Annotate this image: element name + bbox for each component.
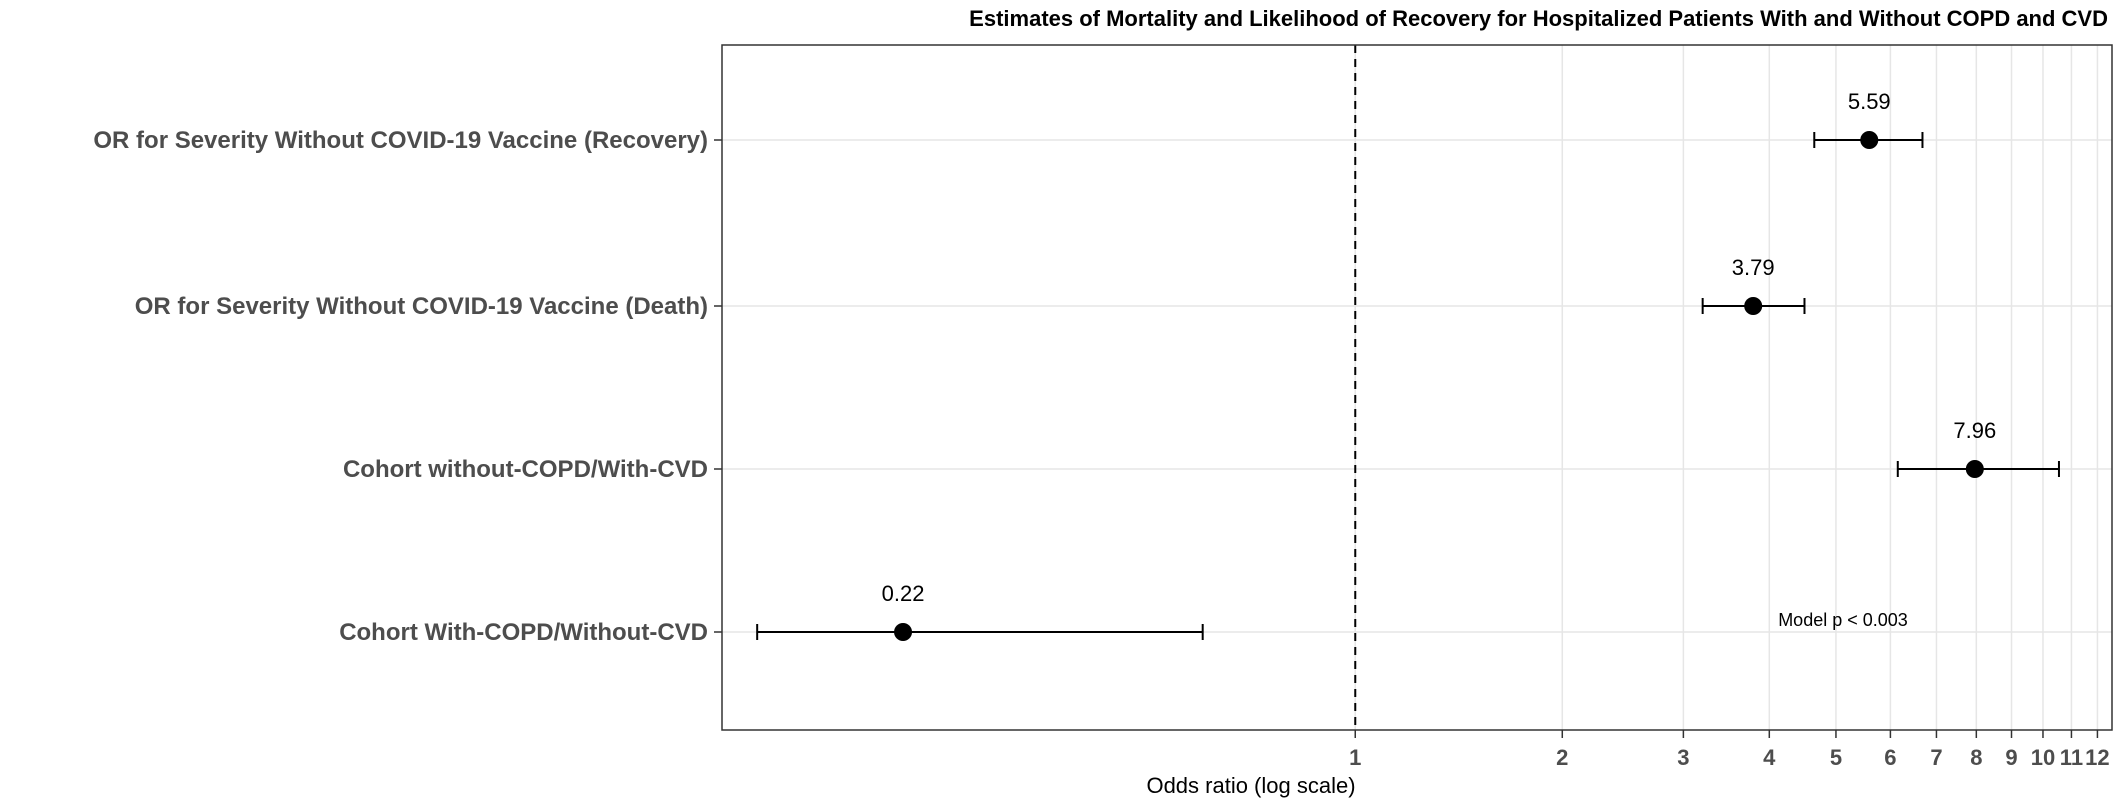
x-tick-label: 3	[1677, 745, 1689, 770]
category-label: OR for Severity Without COVID-19 Vaccine…	[135, 293, 708, 320]
estimate-point	[1860, 131, 1879, 149]
category-label: Cohort With-COPD/Without-CVD	[339, 619, 708, 646]
x-tick-label: 7	[1930, 745, 1942, 770]
x-tick-label: 6	[1884, 745, 1896, 770]
estimate-point	[1965, 460, 1984, 478]
x-axis-ticks: 1 2 3 4 5 6 7 8 9 10 11 12	[714, 139, 2110, 770]
x-tick-label: 8	[1970, 745, 1982, 770]
category-label: Cohort without-COPD/With-CVD	[343, 456, 708, 483]
x-gridlines	[1354, 45, 2099, 730]
estimate-label: 5.59	[1848, 89, 1891, 114]
chart-title: Estimates of Mortality and Likelihood of…	[969, 6, 2108, 31]
x-axis-title: Odds ratio (log scale)	[1146, 773, 1355, 798]
x-tick-label: 12	[2085, 745, 2109, 770]
category-label: OR for Severity Without COVID-19 Vaccine…	[93, 127, 708, 154]
model-p-annotation: Model p < 0.003	[1778, 610, 1908, 630]
estimate-point	[894, 623, 913, 641]
estimate-label: 3.79	[1732, 255, 1775, 280]
estimate-label: 0.22	[882, 581, 925, 606]
estimates: OR for Severity Without COVID-19 Vaccine…	[93, 89, 2060, 646]
plot-panel	[722, 45, 2112, 730]
x-tick-label: 9	[2005, 745, 2017, 770]
x-tick-label: 10	[2031, 745, 2055, 770]
x-tick-label: 2	[1556, 745, 1568, 770]
x-tick-label: 11	[2060, 745, 2083, 770]
x-tick-label: 5	[1830, 745, 1842, 770]
x-tick-label: 4	[1763, 745, 1776, 770]
estimate-label: 7.96	[1953, 418, 1996, 443]
estimate-point	[1744, 297, 1763, 315]
plot-border	[721, 44, 2113, 731]
x-tick-label: 1	[1349, 745, 1361, 770]
